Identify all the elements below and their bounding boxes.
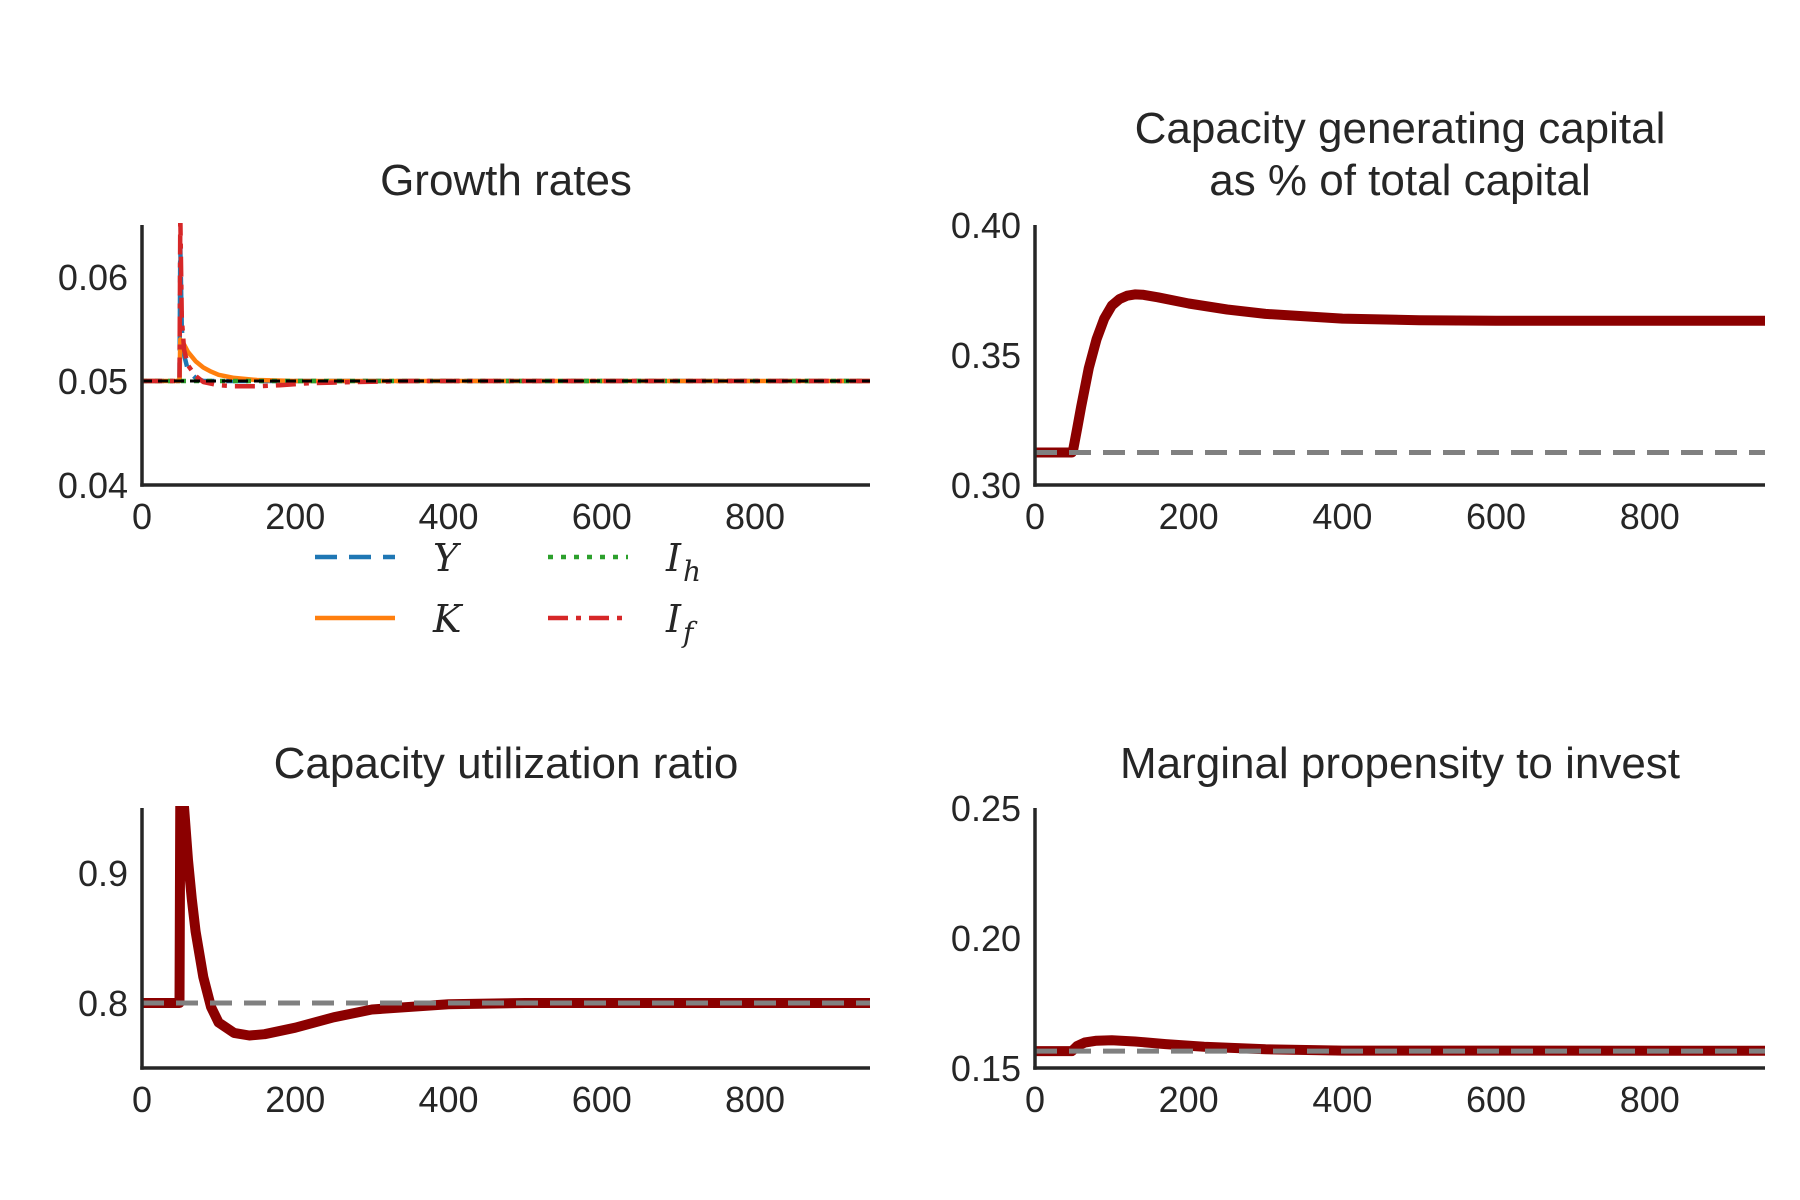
x-tick-label: 400 (1312, 1079, 1372, 1120)
x-tick-label: 800 (725, 1079, 785, 1120)
legend-label: K (432, 597, 464, 641)
y-tick-label: 0.15 (951, 1048, 1021, 1089)
panel-2: Capacity generating capital as % of total… (951, 104, 1765, 537)
x-tick-label: 0 (1025, 496, 1045, 537)
panel-1: Growth rates 0 200 400 600 800 0.04 0.05 0.06 YK I… (58, 156, 870, 649)
x-tick-label: 800 (1620, 496, 1680, 537)
series-line-2 (1035, 289, 1765, 458)
x-tick-label: 200 (265, 496, 325, 537)
chart-title: Growth rates (380, 156, 632, 205)
x-tick-label: 200 (265, 1079, 325, 1120)
panel-3: Capacity utilization ratio 0 200 400 600 800 0… (78, 739, 870, 1120)
chart-title: Capacity utilization ratio (274, 739, 739, 788)
y-tick-label: 0.35 (951, 335, 1021, 376)
y-tick-label: 0.20 (951, 918, 1021, 959)
series-line-k (142, 337, 870, 384)
legend: YK Ih If (315, 536, 701, 649)
x-tick-label: 400 (418, 496, 478, 537)
y-tick-label: 0.06 (58, 257, 128, 298)
series-line-3 (142, 806, 870, 1041)
series-line-y (142, 243, 870, 384)
x-tick-label: 0 (132, 496, 152, 537)
x-tick-label: 800 (725, 496, 785, 537)
x-tick-label: 200 (1159, 1079, 1219, 1120)
y-tick-label: 0.04 (58, 465, 128, 506)
panel-4: Marginal propensity to invest 0 200 400 600 8… (951, 739, 1765, 1120)
legend-label: If (665, 597, 698, 649)
legend-label: Y (433, 536, 462, 580)
x-tick-label: 800 (1620, 1079, 1680, 1120)
x-tick-label: 600 (572, 1079, 632, 1120)
chart-title: Marginal propensity to invest (1120, 739, 1680, 788)
x-tick-label: 200 (1159, 496, 1219, 537)
x-tick-label: 0 (132, 1079, 152, 1120)
y-tick-label: 0.30 (951, 465, 1021, 506)
y-tick-label: 0.8 (78, 983, 128, 1024)
y-tick-label: 0.25 (951, 788, 1021, 829)
y-tick-label: 0.05 (58, 361, 128, 402)
x-tick-label: 400 (1312, 496, 1372, 537)
x-tick-label: 400 (418, 1079, 478, 1120)
series-line-i-f (142, 223, 870, 389)
y-tick-label: 0.40 (951, 205, 1021, 246)
x-tick-label: 600 (1466, 1079, 1526, 1120)
x-tick-label: 0 (1025, 1079, 1045, 1120)
legend-label: Ih (665, 536, 701, 588)
chart-title: Capacity generating capital as % of total… (1135, 104, 1666, 205)
x-tick-label: 600 (572, 496, 632, 537)
x-tick-label: 600 (1466, 496, 1526, 537)
y-tick-label: 0.9 (78, 853, 128, 894)
